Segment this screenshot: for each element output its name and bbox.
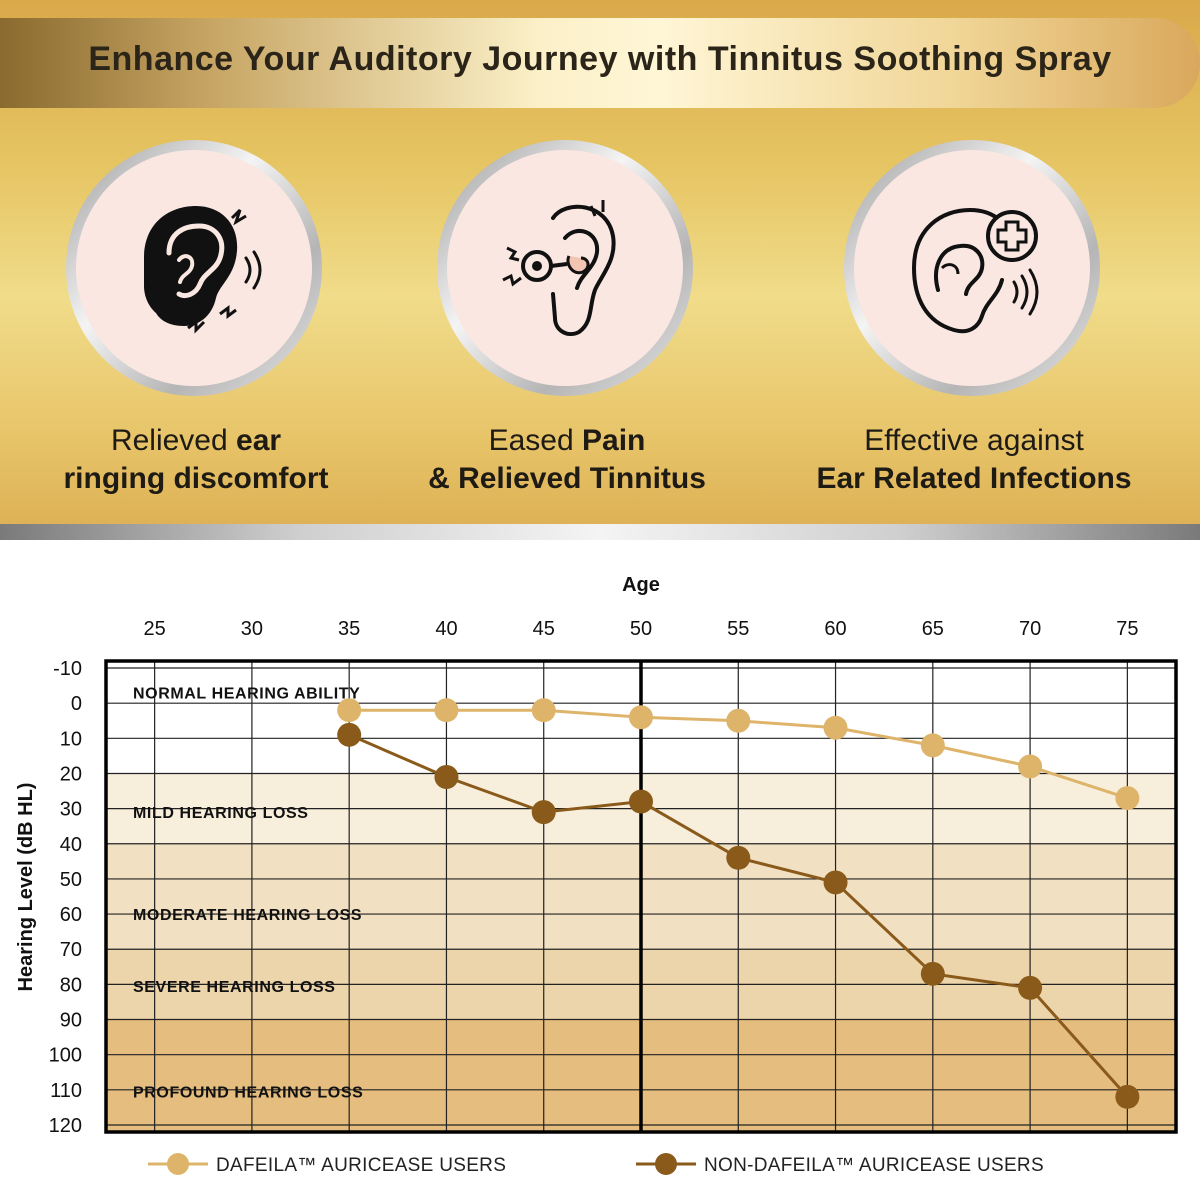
data-point-2 bbox=[629, 789, 653, 814]
ear-ringing-icon bbox=[144, 206, 262, 334]
y-axis-label: Hearing Level (dB HL) bbox=[15, 783, 37, 992]
legend-label: DAFEILA™ AURICEASE USERS bbox=[216, 1155, 506, 1176]
page-title: Enhance Your Auditory Journey with Tinni… bbox=[88, 40, 1112, 78]
zone-label: MILD HEARING LOSS bbox=[133, 805, 309, 822]
data-point-2 bbox=[531, 800, 556, 825]
y-tick-label: -10 bbox=[53, 658, 82, 680]
x-tick-label: 35 bbox=[338, 618, 360, 640]
legend-swatch-marker bbox=[167, 1153, 189, 1175]
data-point-1 bbox=[1115, 786, 1140, 811]
ear-pain-icon bbox=[502, 200, 616, 337]
x-axis-label: Age bbox=[622, 574, 660, 596]
legend-label: NON-DAFEILA™ AURICEASE USERS bbox=[704, 1155, 1044, 1176]
feature-caption: Eased Pain & Relieved Tinnitus bbox=[428, 424, 706, 495]
hearing-chart: Age Hearing Level (dB HL) 25 30 35 40 45 50 55… bbox=[15, 574, 1178, 1176]
data-point-1 bbox=[1018, 754, 1043, 779]
y-tick-label: 10 bbox=[60, 728, 82, 750]
data-point-2 bbox=[337, 722, 362, 747]
x-tick-label: 75 bbox=[1116, 618, 1138, 640]
data-point-1 bbox=[920, 733, 945, 758]
y-tick-label: 110 bbox=[50, 1080, 82, 1102]
data-point-2 bbox=[920, 961, 945, 986]
zone-label: PROFOUND HEARING LOSS bbox=[133, 1085, 363, 1102]
data-point-2 bbox=[726, 845, 751, 870]
x-tick-label: 25 bbox=[144, 618, 166, 640]
y-tick-label: 30 bbox=[60, 799, 82, 821]
data-point-1 bbox=[434, 698, 459, 723]
zone-label: SEVERE HEARING LOSS bbox=[133, 979, 336, 996]
data-point-1 bbox=[337, 698, 362, 723]
x-tick-label: 40 bbox=[435, 618, 457, 640]
feature-panel: Enhance Your Auditory Journey with Tinni… bbox=[0, 0, 1200, 540]
data-point-2 bbox=[434, 764, 459, 789]
y-tick-label: 60 bbox=[60, 904, 82, 926]
ear-infection-icon bbox=[912, 207, 1039, 334]
y-tick-label: 120 bbox=[49, 1115, 82, 1137]
y-tick-label: 0 bbox=[71, 693, 82, 715]
y-tick-label: 50 bbox=[60, 869, 82, 891]
zone-label: MODERATE HEARING LOSS bbox=[133, 907, 362, 924]
data-point-1 bbox=[726, 708, 751, 733]
data-point-2 bbox=[823, 870, 848, 895]
data-point-1 bbox=[531, 698, 556, 723]
icon-ring bbox=[844, 140, 1100, 396]
data-point-1 bbox=[629, 705, 653, 730]
y-tick-label: 20 bbox=[60, 763, 82, 785]
icon-ring bbox=[66, 140, 322, 396]
data-point-2 bbox=[1018, 975, 1043, 1000]
y-tick-label: 90 bbox=[60, 1010, 82, 1032]
y-tick-label: 80 bbox=[60, 974, 82, 996]
icon-ring bbox=[437, 140, 693, 396]
x-tick-label: 65 bbox=[922, 618, 944, 640]
y-tick-label: 100 bbox=[49, 1045, 82, 1067]
y-tick-label: 40 bbox=[60, 834, 82, 856]
feature-caption: Relieved ear ringing discomfort bbox=[63, 424, 329, 495]
y-tick-label: 70 bbox=[60, 939, 82, 961]
x-tick-label: 60 bbox=[824, 618, 846, 640]
x-tick-label: 55 bbox=[727, 618, 749, 640]
x-tick-label: 70 bbox=[1019, 618, 1041, 640]
x-tick-label: 45 bbox=[533, 618, 555, 640]
data-point-2 bbox=[1115, 1084, 1140, 1109]
legend-swatch-marker bbox=[655, 1153, 677, 1175]
feature-caption: Effective against Ear Related Infections bbox=[816, 424, 1132, 495]
data-point-1 bbox=[823, 715, 848, 740]
zone-label: NORMAL HEARING ABILITY bbox=[133, 686, 360, 703]
plot-border bbox=[104, 659, 1178, 1134]
title-banner bbox=[0, 18, 1200, 108]
x-tick-label: 30 bbox=[241, 618, 263, 640]
x-tick-label: 50 bbox=[630, 618, 652, 640]
